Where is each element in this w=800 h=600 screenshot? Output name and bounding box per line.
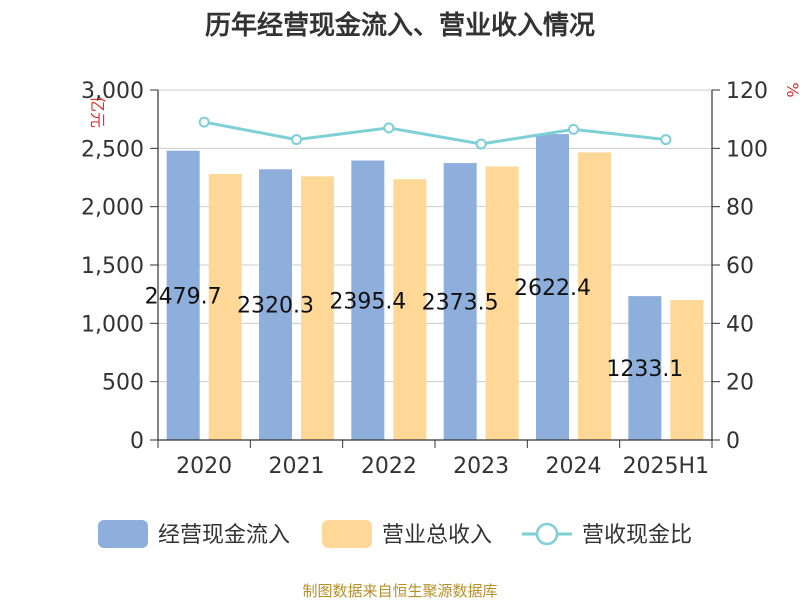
ratio-point [383, 122, 395, 134]
cash-inflow-bar [166, 150, 200, 440]
y-right-tick-label: 20 [726, 371, 754, 396]
revenue-bar [301, 176, 334, 441]
axes: 0 500 1,000 1,500 2,000 2,500 3,000 0 20 40 60 80 10… [81, 79, 768, 479]
cash-inflow-data-label: 1233.1 [606, 357, 683, 382]
ratio-point [475, 138, 487, 150]
revenue-bar [578, 152, 611, 440]
x-tick-label: 2021 [269, 454, 325, 479]
legend-swatch-ratio-point [535, 522, 559, 546]
legend: 经营现金流入 营业总收入 营收现金比 [98, 520, 692, 548]
cash-inflow-bar [259, 169, 292, 440]
data-labels: 2479.7 2320.3 2395.4 2373.5 2622.4 1233.1 [145, 276, 684, 382]
y-left-unit-label: 亿元 [88, 96, 107, 128]
x-tick-label: 2023 [453, 454, 509, 479]
ratio-line [198, 116, 672, 150]
cash-inflow-data-label: 2320.3 [237, 294, 314, 319]
revenue-bar [485, 166, 519, 440]
y-left-tick-label: 3,000 [81, 79, 144, 104]
y-right-tick-label: 60 [726, 254, 754, 279]
x-tick-label: 2025H1 [623, 454, 710, 479]
x-tick-label: 2020 [176, 454, 232, 479]
x-tick-label: 2022 [361, 454, 417, 479]
bars [166, 134, 704, 441]
y-left-tick-label: 1,500 [81, 254, 144, 279]
legend-label-ratio: 营收现金比 [582, 523, 692, 548]
y-right-tick-label: 100 [726, 137, 768, 162]
y-right-tick-label: 0 [726, 429, 740, 454]
ratio-point [198, 116, 210, 128]
y-right-tick-label: 80 [726, 196, 754, 221]
legend-label-cash-inflow: 经营现金流入 [158, 523, 290, 548]
cash-inflow-data-label: 2622.4 [514, 276, 591, 301]
y-right-unit-label: % [783, 82, 800, 97]
cash-inflow-bar [628, 296, 662, 440]
cash-inflow-bar [443, 163, 477, 440]
cash-inflow-data-label: 2479.7 [145, 284, 222, 309]
ratio-point [568, 123, 579, 135]
source-note: 制图数据来自恒生聚源数据库 [302, 582, 497, 600]
legend-label-revenue: 营业总收入 [382, 523, 492, 548]
y-right-tick-label: 40 [726, 312, 754, 337]
revenue-bar [670, 300, 704, 440]
chart-title: 历年经营现金流入、营业收入情况 [205, 10, 595, 41]
legend-swatch-revenue [322, 520, 372, 548]
y-left-tick-label: 500 [102, 371, 144, 396]
ratio-line-path [203, 120, 666, 146]
y-left-tick-label: 2,500 [81, 137, 144, 162]
ratio-point [660, 134, 672, 146]
cash-inflow-bar [351, 160, 385, 440]
cash-inflow-data-label: 2395.4 [329, 289, 406, 314]
cash-inflow-bar [536, 134, 569, 440]
legend-swatch-cash-inflow [98, 520, 148, 548]
y-left-tick-label: 0 [130, 429, 144, 454]
cash-inflow-data-label: 2373.5 [422, 291, 499, 316]
revenue-bar [208, 174, 242, 440]
x-tick-label: 2024 [546, 454, 602, 479]
y-right-tick-label: 120 [726, 79, 768, 104]
grid-lines [158, 89, 712, 383]
revenue-bar [393, 179, 427, 440]
y-left-tick-label: 2,000 [81, 196, 144, 221]
ratio-point [291, 134, 302, 146]
y-left-tick-label: 1,000 [81, 312, 144, 337]
